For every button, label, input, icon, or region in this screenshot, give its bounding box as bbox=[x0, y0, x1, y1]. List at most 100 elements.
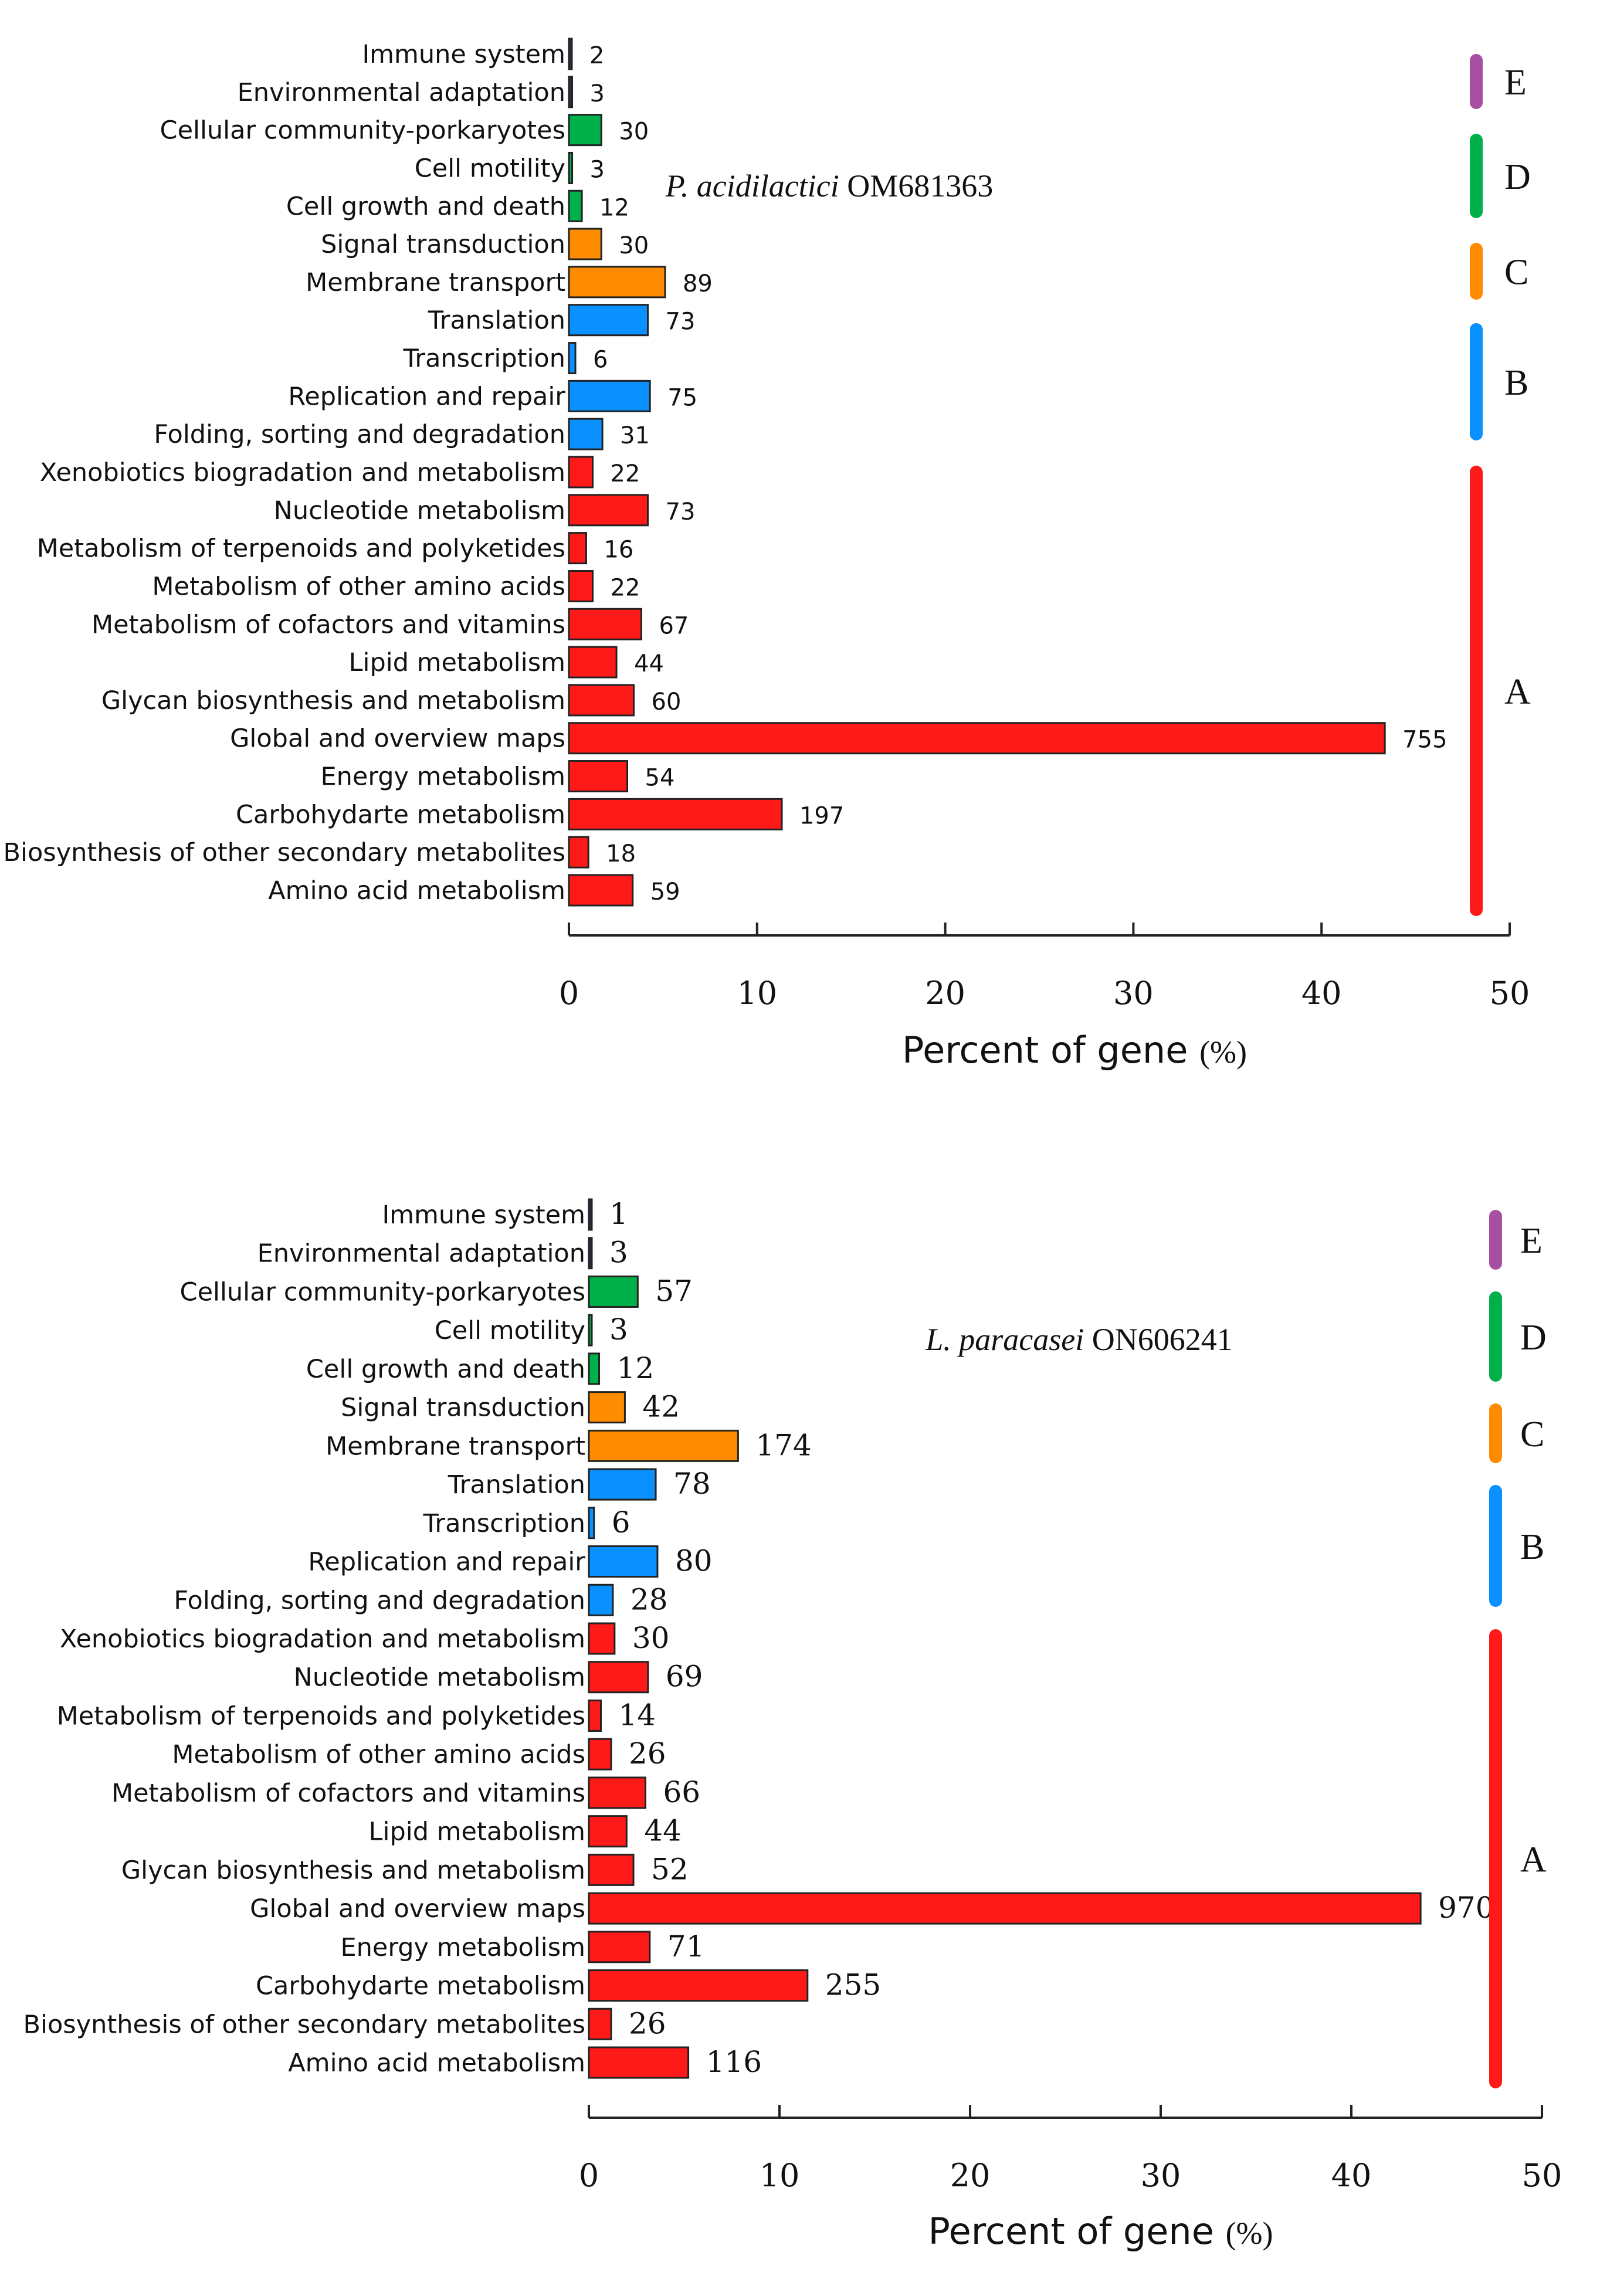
bar bbox=[588, 1314, 593, 1347]
bar bbox=[588, 1853, 635, 1886]
bar bbox=[568, 569, 594, 602]
category-label: Metabolism of other amino acids bbox=[172, 1740, 585, 1769]
count-label: 28 bbox=[630, 1582, 668, 1616]
category-label: Amino acid metabolism bbox=[288, 2049, 585, 2078]
count-label: 66 bbox=[663, 1775, 700, 1809]
x-tick-label: 40 bbox=[1301, 975, 1342, 1012]
category-label: Cell growth and death bbox=[286, 192, 565, 221]
bar bbox=[568, 684, 635, 717]
bar bbox=[568, 494, 649, 527]
category-label: Membrane transport bbox=[306, 268, 565, 297]
x-axis-title-unit: (%) bbox=[1199, 1035, 1247, 1070]
bar bbox=[568, 38, 573, 70]
category-label: Global and overview maps bbox=[230, 724, 565, 754]
x-tick-label: 0 bbox=[559, 975, 579, 1012]
count-label: 6 bbox=[612, 1505, 630, 1539]
count-label: 69 bbox=[666, 1660, 703, 1694]
bar bbox=[568, 379, 651, 412]
chart-title: P. acidilactici OM681363 bbox=[665, 168, 993, 204]
count-label: 44 bbox=[644, 1814, 682, 1848]
count-label: 73 bbox=[666, 498, 696, 525]
count-label: 31 bbox=[620, 422, 650, 449]
group-label-d: D bbox=[1504, 157, 1531, 197]
count-label: 3 bbox=[609, 1236, 628, 1270]
bar bbox=[568, 760, 629, 793]
category-label: Replication and repair bbox=[288, 382, 565, 411]
group-label-b: B bbox=[1520, 1527, 1544, 1567]
bar bbox=[568, 151, 574, 184]
count-label: 73 bbox=[666, 308, 696, 335]
count-label: 89 bbox=[683, 270, 713, 297]
category-label: Metabolism of other amino acids bbox=[152, 572, 565, 601]
count-label: 2 bbox=[589, 42, 604, 69]
bar bbox=[588, 1507, 595, 1539]
bar bbox=[568, 836, 589, 869]
bar bbox=[588, 1699, 602, 1732]
category-label: Metabolism of cofactors and vitamins bbox=[111, 1779, 585, 1808]
x-tick-label: 50 bbox=[1490, 975, 1530, 1012]
count-label: 174 bbox=[755, 1428, 811, 1462]
category-label: Nucleotide metabolism bbox=[294, 1663, 585, 1693]
count-label: 22 bbox=[611, 574, 640, 601]
count-label: 26 bbox=[629, 1737, 666, 1771]
category-label: Membrane transport bbox=[326, 1432, 585, 1461]
count-label: 755 bbox=[1402, 727, 1447, 754]
bar bbox=[568, 304, 649, 337]
bar bbox=[588, 1776, 646, 1809]
count-label: 14 bbox=[618, 1698, 656, 1732]
group-label-d: D bbox=[1520, 1318, 1547, 1358]
category-label: Transcription bbox=[402, 344, 565, 374]
count-label: 54 bbox=[645, 765, 675, 792]
count-label: 16 bbox=[604, 537, 633, 564]
count-label: 18 bbox=[606, 840, 636, 867]
category-label: Translation bbox=[448, 1470, 585, 1500]
count-label: 12 bbox=[599, 194, 629, 221]
bar bbox=[588, 1237, 593, 1270]
count-label: 116 bbox=[706, 2045, 762, 2079]
count-label: 60 bbox=[652, 689, 682, 715]
group-label-e: E bbox=[1504, 63, 1527, 103]
strain-id: ON606241 bbox=[1084, 1322, 1233, 1357]
count-label: 30 bbox=[619, 118, 649, 145]
x-tick-label: 30 bbox=[1141, 2157, 1181, 2194]
bar bbox=[568, 266, 666, 299]
x-tick-label: 0 bbox=[579, 2157, 599, 2194]
bar bbox=[568, 342, 577, 375]
x-tick-label: 20 bbox=[925, 975, 965, 1012]
count-label: 80 bbox=[675, 1544, 713, 1578]
group-label-b: B bbox=[1504, 363, 1528, 403]
x-tick-label: 10 bbox=[760, 2157, 800, 2194]
count-label: 71 bbox=[667, 1929, 705, 1963]
category-label: Replication and repair bbox=[308, 1548, 585, 1577]
count-label: 67 bbox=[659, 612, 689, 639]
bar bbox=[588, 1429, 739, 1462]
category-label: Glycan biosynthesis and metabolism bbox=[101, 686, 565, 715]
category-label: Energy metabolism bbox=[340, 1933, 585, 1962]
category-label: Metabolism of terpenoids and polyketides bbox=[37, 534, 565, 564]
category-label: Cellular community-porkaryotes bbox=[160, 116, 565, 145]
bar bbox=[568, 646, 618, 679]
bar bbox=[568, 798, 783, 830]
count-label: 3 bbox=[590, 156, 605, 183]
category-label: Cellular community-porkaryotes bbox=[180, 1277, 585, 1307]
x-tick-label: 10 bbox=[737, 975, 777, 1012]
bar bbox=[588, 1352, 601, 1385]
group-label-e: E bbox=[1520, 1221, 1543, 1261]
bar bbox=[588, 1661, 649, 1694]
category-label: Transcription bbox=[422, 1509, 585, 1538]
bar bbox=[588, 2007, 612, 2040]
category-label: Global and overview maps bbox=[250, 1894, 585, 1924]
bar bbox=[568, 722, 1386, 755]
category-label: Biosynthesis of other secondary metaboli… bbox=[23, 2010, 585, 2039]
bar bbox=[588, 1815, 628, 1848]
category-label: Lipid metabolism bbox=[349, 648, 565, 677]
bar bbox=[568, 456, 594, 489]
category-label: Cell growth and death bbox=[306, 1355, 585, 1384]
bar bbox=[588, 1198, 593, 1231]
count-label: 59 bbox=[650, 879, 680, 905]
count-label: 255 bbox=[825, 1968, 881, 2002]
group-label-c: C bbox=[1520, 1415, 1544, 1454]
count-label: 52 bbox=[651, 1852, 689, 1886]
